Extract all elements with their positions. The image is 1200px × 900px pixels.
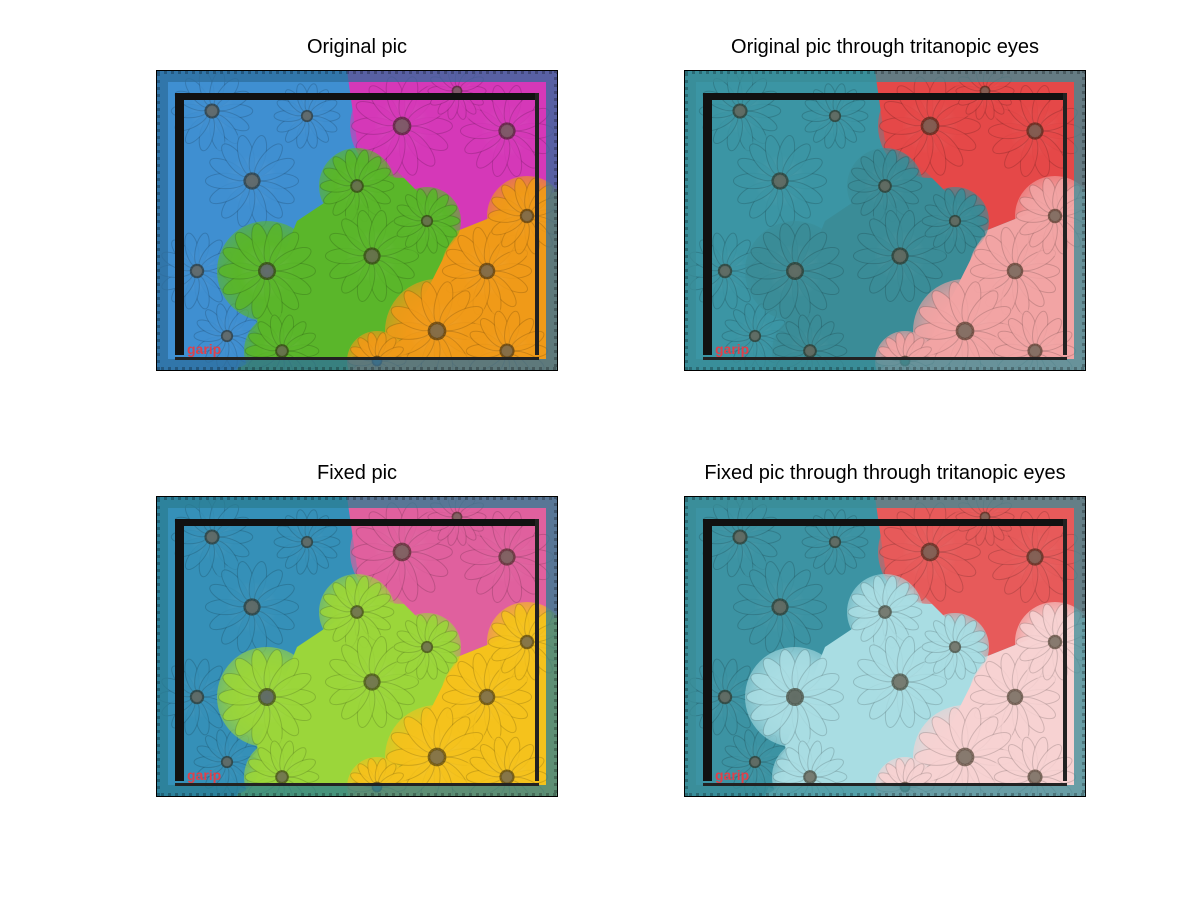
panel-title: Fixed pic through through tritanopic eye…	[704, 462, 1066, 484]
flower	[204, 559, 300, 655]
panel-title: Original pic	[306, 36, 408, 58]
flower	[732, 559, 828, 655]
flower	[324, 634, 420, 730]
flower	[273, 82, 341, 150]
flower	[217, 647, 317, 747]
panel-title: Original pic through tritanopic eyes	[731, 36, 1039, 58]
flower	[393, 613, 461, 681]
watermark-text: garip	[715, 341, 749, 357]
flower	[273, 508, 341, 576]
watermark-text: garip	[715, 767, 749, 783]
flower	[801, 82, 869, 150]
flower-image-original-tritanopic: garip	[684, 70, 1086, 371]
flower	[732, 133, 828, 229]
watermark-text: garip	[187, 341, 221, 357]
flower	[987, 83, 1083, 179]
flower	[745, 647, 845, 747]
flower	[217, 221, 317, 321]
flower	[745, 221, 845, 321]
flower-image-original: garip	[156, 70, 558, 371]
flower-image-fixed: garip	[156, 496, 558, 797]
panel-title: Fixed pic	[316, 462, 398, 484]
flower	[319, 148, 395, 224]
flower	[801, 508, 869, 576]
flower	[204, 133, 300, 229]
flower	[921, 613, 989, 681]
flower	[921, 187, 989, 255]
flower-image-fixed-tritanopic: garip	[684, 496, 1086, 797]
flower	[393, 187, 461, 255]
flower	[852, 208, 948, 304]
watermark-text: garip	[187, 767, 221, 783]
